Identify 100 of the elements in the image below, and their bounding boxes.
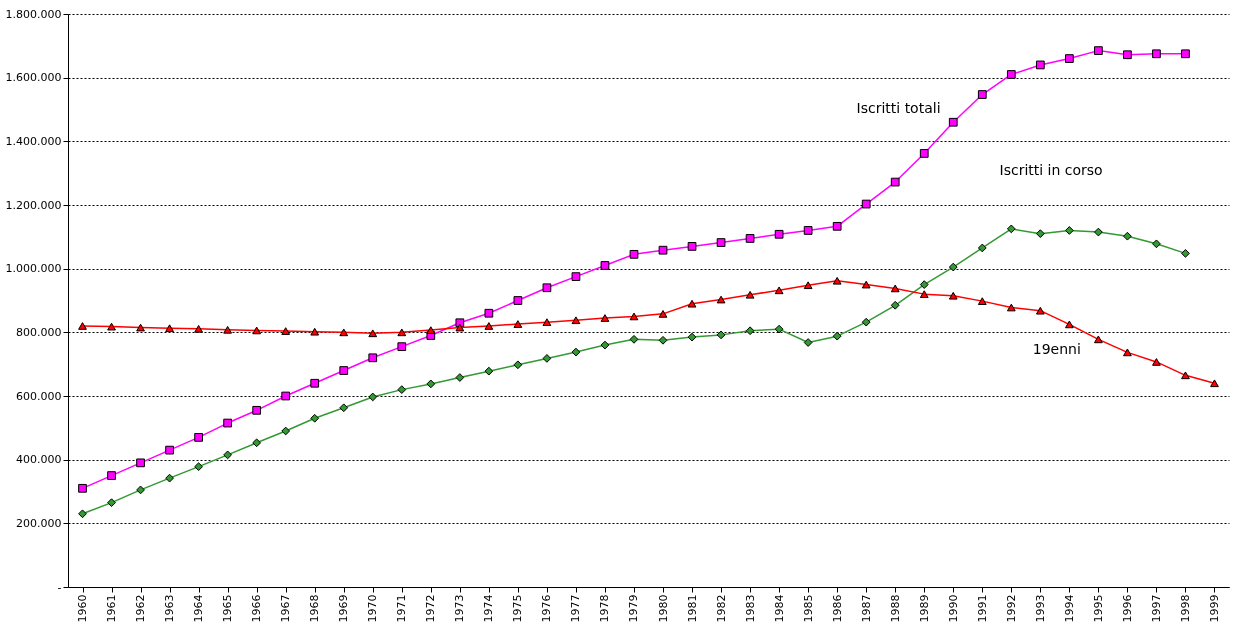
y-tick-label: 1.200.000 [5, 198, 62, 212]
point [339, 328, 349, 337]
point [629, 334, 639, 344]
point [1210, 379, 1219, 388]
point [774, 324, 784, 334]
point [803, 281, 813, 290]
x-tick-label: 1986 [830, 594, 844, 623]
point [513, 360, 523, 370]
point [107, 471, 116, 480]
point [368, 353, 378, 363]
x-tick-label: 1984 [772, 594, 786, 623]
point [1181, 49, 1190, 59]
point [1006, 224, 1016, 234]
point [919, 290, 929, 298]
point [1006, 70, 1016, 79]
x-tick-label: 1982 [714, 594, 728, 623]
y-tick-label: 600.000 [16, 389, 62, 403]
point [1064, 320, 1074, 329]
point [281, 426, 291, 436]
x-tick-label: 1988 [888, 594, 902, 623]
point [310, 413, 320, 423]
point [1094, 335, 1103, 344]
point [977, 297, 987, 305]
x-tick-label: 1997 [1149, 594, 1163, 623]
x-tick-label: 1987 [859, 594, 873, 623]
point [919, 149, 929, 158]
x-tick-label: 1995 [1091, 594, 1105, 623]
point [745, 290, 755, 299]
point [687, 299, 697, 308]
point [1094, 227, 1103, 237]
point [658, 245, 668, 255]
point [310, 378, 320, 388]
point [1094, 46, 1103, 55]
x-tick-label: 1983 [743, 594, 757, 623]
point [281, 327, 291, 335]
x-tick-label: 1967 [279, 594, 293, 623]
point [542, 354, 552, 363]
point [78, 322, 87, 330]
x-tick-label: 1965 [221, 594, 235, 623]
point [136, 485, 145, 495]
point [745, 234, 755, 243]
point [281, 391, 291, 401]
point [629, 249, 639, 259]
point [223, 450, 233, 460]
point [368, 392, 378, 402]
x-tick-label: 1979 [627, 594, 641, 623]
point [600, 261, 610, 270]
point [455, 323, 465, 332]
point [194, 433, 203, 442]
point [455, 373, 465, 382]
point [397, 385, 407, 395]
x-tick-label: 1985 [801, 594, 815, 623]
point [107, 498, 116, 508]
point [339, 366, 349, 375]
point [542, 283, 552, 293]
point [1181, 371, 1190, 380]
point [223, 325, 233, 334]
point [658, 335, 668, 345]
x-tick-label: 1972 [424, 594, 438, 623]
x-tick-label: 1960 [76, 594, 90, 623]
y-tick-label: 1.600.000 [5, 71, 62, 85]
x-tick-label: 1963 [163, 594, 177, 623]
point [223, 418, 233, 428]
point [716, 330, 726, 340]
point [571, 272, 581, 281]
point [136, 323, 145, 332]
x-tick-label: 1961 [105, 594, 119, 623]
point [629, 312, 639, 321]
point [1152, 49, 1161, 59]
point [339, 403, 349, 413]
x-tick-label: 1980 [656, 594, 670, 623]
point [426, 379, 436, 389]
point [774, 286, 784, 295]
x-tick-label: 1993 [1033, 594, 1047, 623]
point [658, 310, 668, 318]
point [1064, 226, 1074, 235]
point [513, 320, 523, 328]
point [716, 295, 726, 304]
x-tick-label: 1994 [1062, 594, 1076, 623]
point [1123, 348, 1132, 357]
point [165, 445, 174, 455]
point [803, 338, 813, 347]
point [571, 347, 581, 357]
point [397, 342, 407, 352]
point [687, 332, 697, 342]
point [803, 226, 813, 235]
y-tick-label: 400.000 [16, 453, 62, 467]
point [78, 483, 87, 493]
y-tick-label: - [57, 580, 62, 594]
point [861, 317, 871, 327]
x-tick-label: 1978 [598, 594, 612, 623]
point [716, 238, 726, 247]
point [484, 322, 494, 330]
point [1035, 229, 1045, 239]
x-tick-label: 1990 [946, 594, 960, 623]
point [687, 242, 697, 251]
point [252, 326, 262, 335]
point [832, 331, 842, 341]
x-tick-label: 1969 [337, 594, 351, 623]
point [832, 221, 842, 231]
